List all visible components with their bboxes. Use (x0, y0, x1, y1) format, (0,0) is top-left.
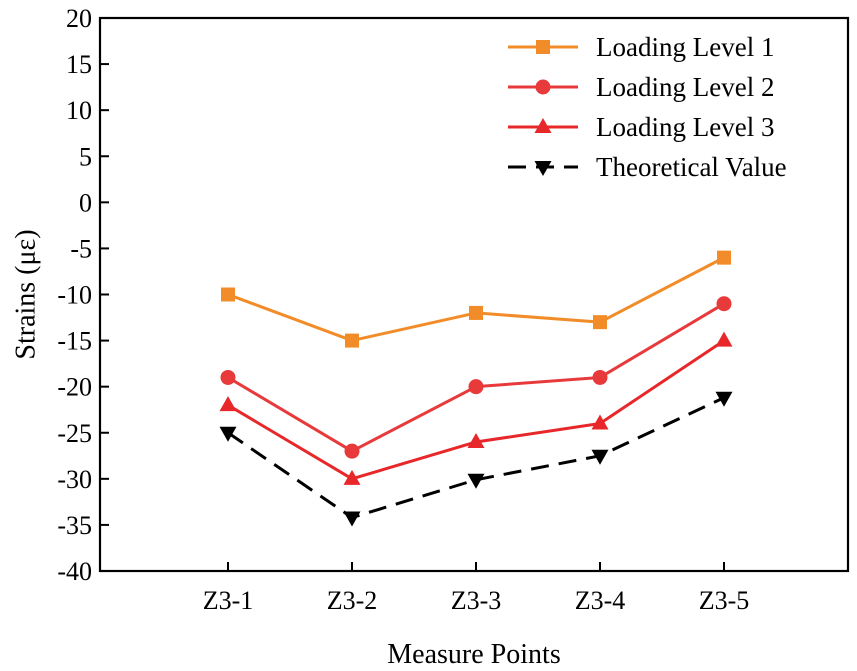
legend-entry: Loading Level 3 (508, 112, 774, 142)
data-point (591, 414, 609, 430)
data-point (715, 331, 733, 347)
data-point (593, 315, 607, 330)
data-point (220, 369, 236, 385)
y-tick-label: 0 (79, 188, 92, 217)
y-tick-label: -25 (57, 419, 92, 448)
data-point (219, 426, 237, 442)
data-point (343, 511, 361, 527)
data-point (221, 287, 235, 302)
y-tick-label: 15 (66, 50, 92, 79)
data-point (219, 396, 237, 412)
data-point (467, 432, 485, 448)
x-tick-label: Z3-3 (451, 586, 502, 615)
y-tick-label: -30 (57, 465, 92, 494)
x-tick-label: Z3-1 (203, 586, 254, 615)
legend-marker (536, 40, 550, 54)
data-point (592, 369, 608, 385)
legend-label: Loading Level 2 (596, 72, 774, 102)
y-tick-label: -40 (57, 557, 92, 586)
y-tick-label: 10 (66, 96, 92, 125)
x-tick-label: Z3-2 (327, 586, 378, 615)
y-tick-label: 5 (79, 142, 92, 171)
x-axis-title: Measure Points (387, 639, 560, 670)
data-point (469, 305, 483, 320)
series-4 (219, 391, 733, 527)
series-line (227, 302, 725, 453)
y-tick-label: -5 (70, 234, 92, 263)
legend: Loading Level 1 Loading Level 2 Loading Le… (508, 32, 787, 182)
legend-entry: Loading Level 2 (508, 72, 774, 102)
y-tick-label: 20 (66, 4, 92, 33)
series-1 (221, 250, 731, 348)
data-point (344, 443, 360, 459)
y-axis-title: Strains (με) (10, 229, 41, 359)
data-point (716, 296, 732, 312)
legend-entry: Theoretical Value (508, 152, 787, 182)
legend-label: Loading Level 3 (596, 112, 774, 142)
y-tick-label: -10 (57, 281, 92, 310)
legend-entry: Loading Level 1 (508, 32, 774, 62)
series-3 (219, 331, 733, 485)
legend-marker (534, 118, 552, 133)
data-point (467, 473, 485, 489)
x-tick-label: Z3-4 (575, 586, 626, 615)
data-point (343, 469, 361, 485)
legend-marker (535, 79, 551, 95)
x-axis-ticks: Z3-1 Z3-2 Z3-3 Z3-4 Z3-5 (203, 562, 750, 615)
data-point (717, 250, 731, 265)
y-tick-label: -15 (57, 327, 92, 356)
x-tick-label: Z3-5 (699, 586, 750, 615)
data-point (715, 391, 733, 407)
y-tick-label: -20 (57, 373, 92, 402)
legend-marker (534, 161, 552, 176)
legend-label: Theoretical Value (596, 152, 787, 182)
y-axis-ticks: 20 15 10 5 0 -5 -10 -15 -20 -25 -30 -35 -40 (57, 4, 109, 586)
series-layer (219, 250, 733, 527)
series-line (227, 396, 725, 520)
series-2 (220, 296, 732, 459)
series-line (227, 256, 725, 343)
series-line (227, 339, 725, 481)
legend-label: Loading Level 1 (596, 32, 774, 62)
data-point (591, 449, 609, 465)
data-point (468, 379, 484, 395)
y-tick-label: -35 (57, 511, 92, 540)
data-point (345, 333, 359, 348)
